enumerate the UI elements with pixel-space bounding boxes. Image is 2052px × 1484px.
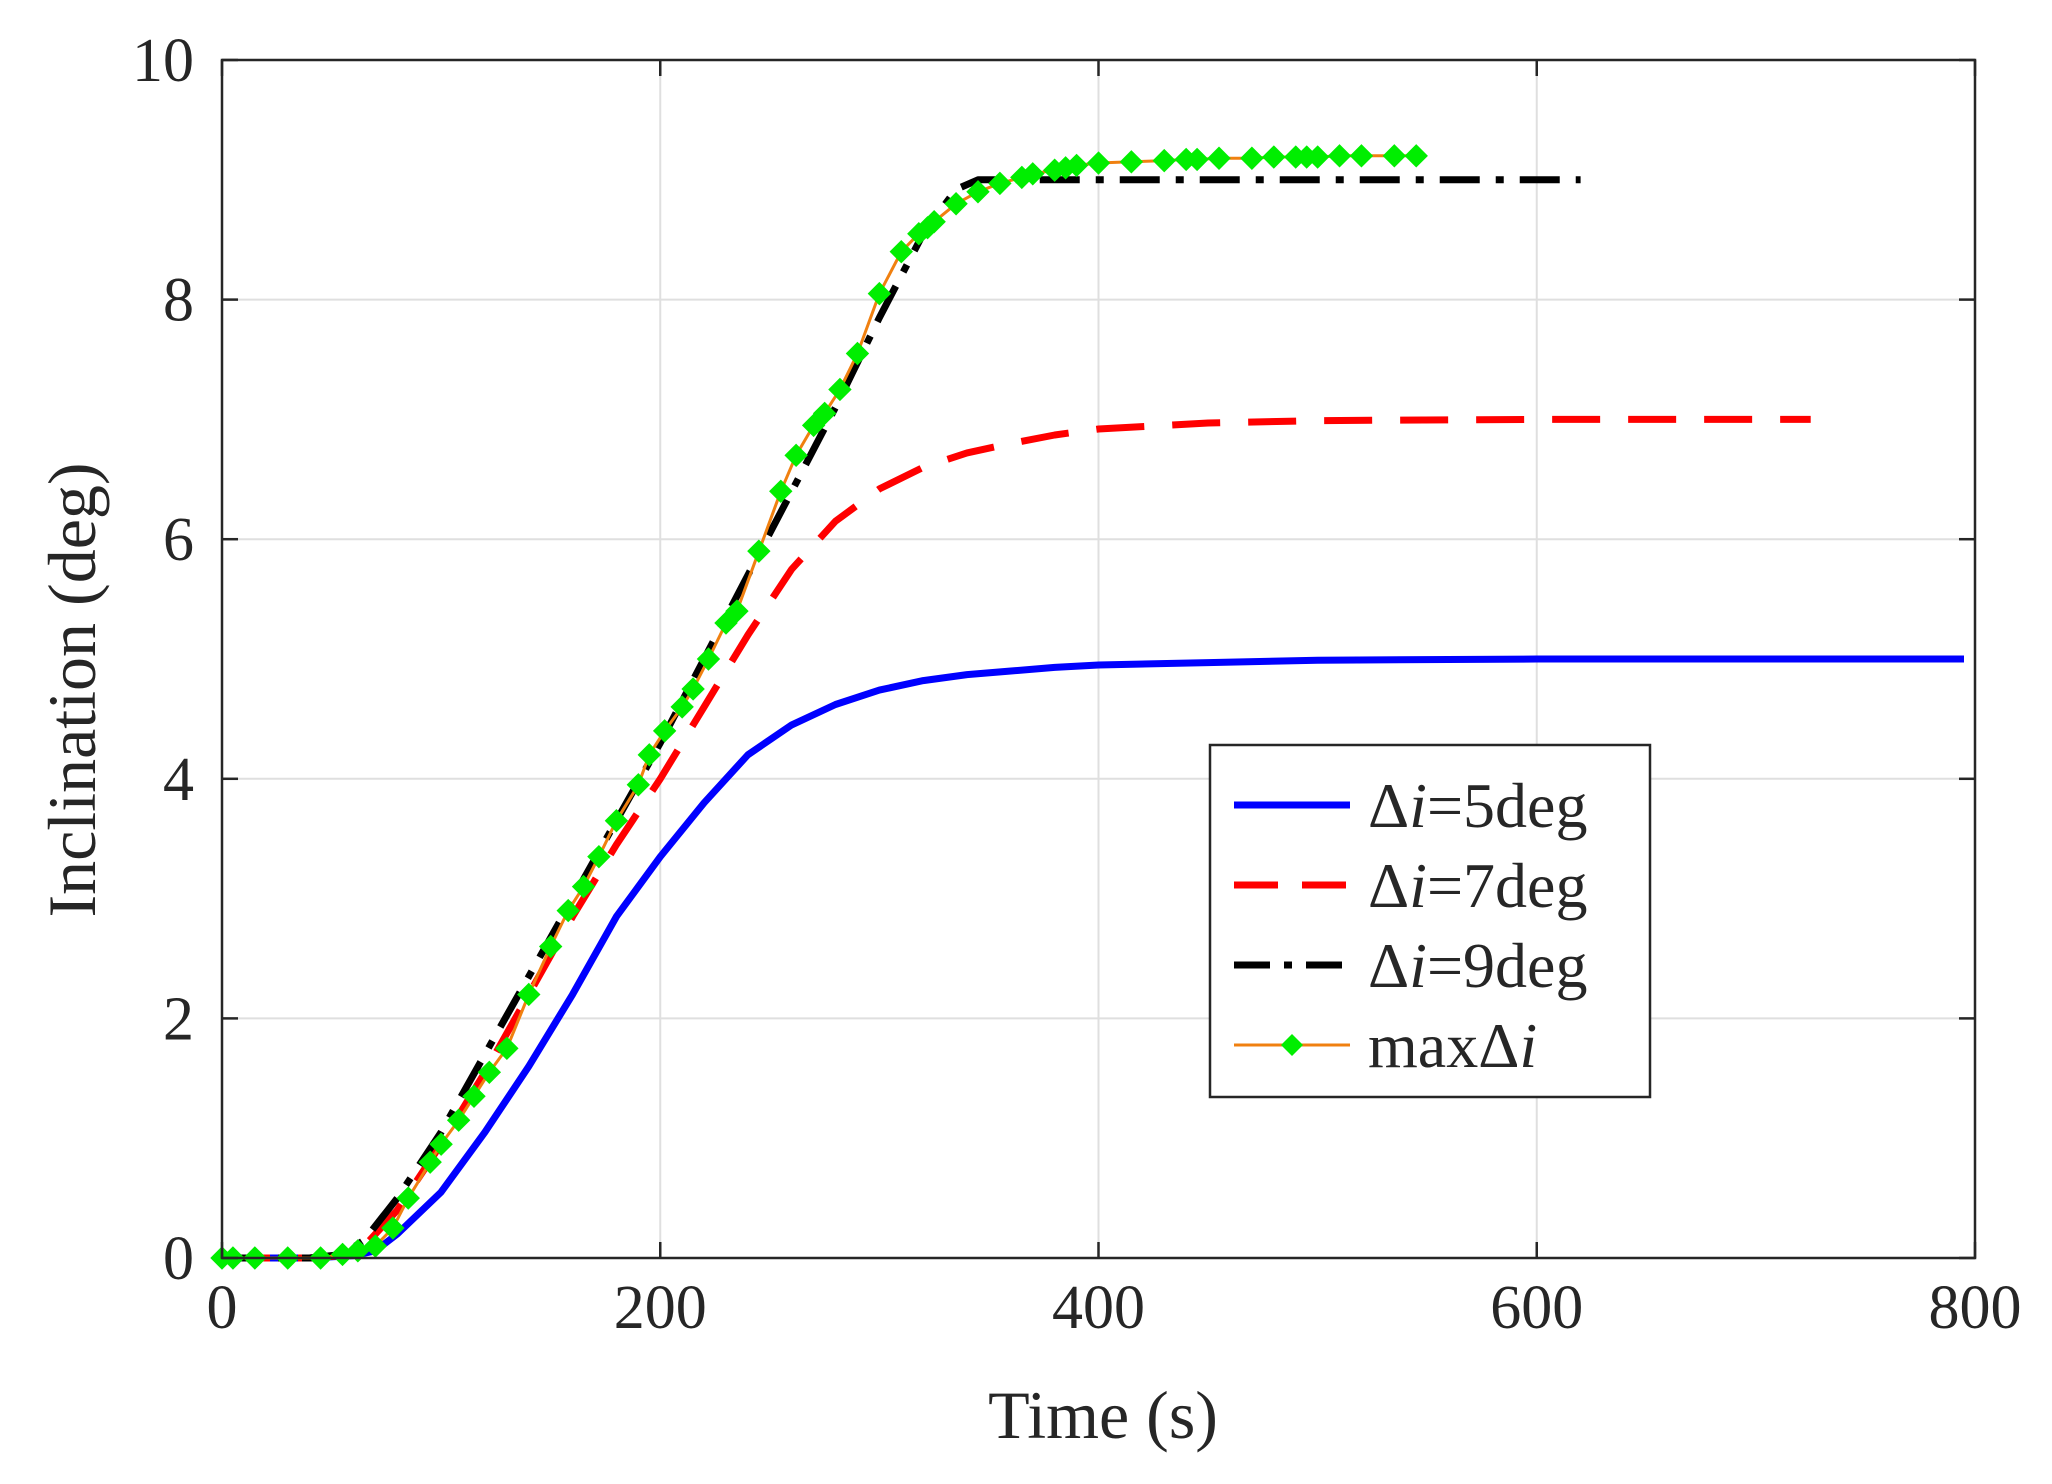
series-4-marker [812, 401, 837, 426]
legend-text-part: Δ [1478, 1010, 1519, 1081]
legend-label-1: Δi=5deg [1368, 770, 1587, 841]
y-tick-label: 10 [132, 27, 194, 95]
legend-text-part: =7deg [1427, 850, 1588, 921]
y-tick-label: 0 [163, 1225, 194, 1293]
y-axis-label: Inclination (deg) [34, 462, 110, 917]
series-4-marker [944, 192, 968, 216]
series-4-marker [462, 1084, 486, 1108]
legend-marker [1281, 1034, 1303, 1056]
x-axis-label: Time (s) [988, 1377, 1218, 1453]
series-4-marker [889, 239, 913, 264]
series-4-marker [1240, 146, 1264, 170]
series-4-marker [828, 377, 852, 402]
series-4-marker [381, 1216, 405, 1240]
legend-label-4: maxΔi [1368, 1010, 1537, 1081]
series-4-marker [1305, 145, 1330, 169]
x-tick-label: 0 [207, 1274, 238, 1342]
legend-text-part: max [1368, 1010, 1478, 1081]
series-4-marker [1021, 162, 1045, 186]
series-4-marker [396, 1186, 420, 1210]
series-4-marker [556, 898, 580, 923]
series-4-marker [696, 647, 721, 671]
series-4-marker [747, 539, 771, 563]
x-tick-label: 400 [1052, 1274, 1145, 1342]
series-4-marker [1382, 144, 1407, 168]
legend-variable: i [1519, 1010, 1537, 1081]
series-4-marker [1327, 144, 1352, 168]
series-4-marker [922, 210, 946, 234]
series-4-marker [652, 719, 677, 743]
y-tick-label: 8 [163, 267, 194, 335]
plot-frame [220, 58, 1977, 1260]
series-4-marker [769, 479, 793, 503]
plot-series [210, 144, 1964, 1270]
series-4-marker [801, 413, 826, 438]
series-4-marker [1207, 146, 1231, 170]
y-tick-label: 4 [163, 746, 194, 814]
legend-variable: i [1409, 850, 1427, 921]
series-4-marker [1086, 151, 1111, 175]
series-4-marker [1262, 145, 1286, 169]
x-tick-label: 200 [614, 1274, 707, 1342]
series-4-marker [1349, 144, 1374, 168]
series-line-1 [222, 655, 1964, 1262]
series-4-marker [418, 1150, 442, 1174]
axes [220, 58, 1977, 1260]
series-4-marker [867, 281, 892, 306]
legend-text-part: =5deg [1427, 770, 1588, 841]
legend-variable: i [1409, 930, 1427, 1001]
series-4-marker [1119, 150, 1144, 174]
y-tick-label: 2 [163, 985, 194, 1053]
series-4-marker [446, 1108, 471, 1132]
series-4-marker [571, 874, 596, 899]
legend-text-part: Δ [1368, 930, 1409, 1001]
series-4-marker [477, 1060, 502, 1085]
series-4-marker [681, 677, 705, 701]
series-4-marker [1185, 147, 1209, 172]
series-4-marker [587, 844, 611, 869]
series-4-marker [1152, 148, 1176, 173]
series-4-marker [845, 341, 870, 366]
y-tick-label: 6 [163, 506, 194, 574]
series-4-marker [784, 443, 808, 468]
series-4-marker [495, 1036, 519, 1061]
x-tick-label: 800 [1929, 1274, 2022, 1342]
series-4-marker [714, 611, 738, 635]
series-4-marker [626, 773, 651, 797]
legend-text-part: =9deg [1427, 930, 1588, 1001]
x-tick-label: 600 [1490, 1274, 1583, 1342]
series-4-marker [637, 743, 662, 767]
legend-label-2: Δi=7deg [1368, 850, 1587, 921]
series-4-marker [988, 171, 1012, 196]
series-4-marker [1064, 153, 1089, 178]
legend-text-part: Δ [1368, 850, 1409, 921]
legend-text-part: Δ [1368, 770, 1409, 841]
series-line-2 [222, 415, 1811, 1262]
tick-labels: 0 200 400 600 800 0 2 4 6 8 10 [132, 27, 2022, 1342]
series-4-marker [725, 599, 749, 623]
series-4-marker [966, 180, 990, 204]
series-4-marker [1404, 144, 1428, 168]
series-4-marker [538, 934, 563, 959]
legend-variable: i [1409, 770, 1427, 841]
series-4-marker [429, 1132, 453, 1156]
series-4-marker [670, 695, 694, 719]
series-4-marker [517, 982, 541, 1007]
series-4-marker [604, 809, 629, 833]
legend-label-3: Δi=9deg [1368, 930, 1587, 1001]
